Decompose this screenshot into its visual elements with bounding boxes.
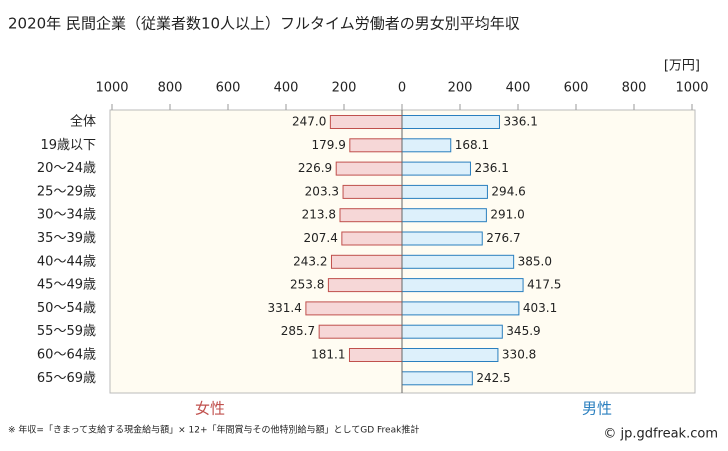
legend-label: 男性 [582,400,612,418]
y-tick-label: 40～44歳 [37,254,96,269]
x-tick-label: 800 [622,81,647,96]
y-tick-label: 35～39歳 [37,231,96,246]
bar [401,208,487,223]
value-label: 207.4 [303,231,337,245]
bar [341,231,403,246]
y-tick-label: 55～59歳 [37,324,96,339]
legend-label: 女性 [195,400,225,418]
unit-label: [万円] [664,59,700,74]
value-label: 336.1 [503,115,537,129]
bar [401,348,499,362]
value-label: 285.7 [281,324,315,338]
value-label: 291.0 [490,208,524,222]
x-tick-label: 400 [274,81,299,96]
bar [401,301,520,316]
bar [401,371,473,386]
bar [401,231,483,246]
x-tick-label: 1000 [95,81,128,96]
y-tick-label: 19歳以下 [40,138,96,153]
y-tick-label: 25～29歳 [37,184,96,199]
value-label: 294.6 [491,184,525,198]
bar [401,138,452,153]
y-tick-label: 30～34歳 [37,208,96,223]
value-label: 276.7 [486,231,520,245]
y-tick-label: 45～49歳 [37,278,96,293]
value-label: 203.3 [305,184,339,198]
bar [305,301,403,316]
x-tick-label: 800 [158,81,183,96]
bar [401,184,488,199]
y-tick-label: 65～69歳 [37,371,96,386]
x-tick-label: 1000 [675,81,708,96]
x-tick-label: 200 [448,81,473,96]
y-tick-label: 60～64歳 [37,348,96,363]
bar [327,278,403,293]
bar [401,324,503,339]
bar [339,208,403,223]
y-tick-label: 50～54歳 [37,301,96,316]
bar [335,161,403,176]
value-label: 345.9 [506,324,540,338]
bar [401,254,515,269]
x-tick-label: 0 [398,81,406,96]
chart-title: 2020年 民間企業（従業者数10人以上）フルタイム労働者の男女別平均年収 [8,15,520,33]
value-label: 385.0 [518,254,552,268]
value-label: 247.0 [292,115,326,129]
value-label: 331.4 [268,301,302,315]
footnote: ※ 年収=「きまって支給する現金給与額」× 12+「年間賞与その他特別給与額」と… [8,424,419,436]
credit: © jp.gdfreak.com [603,427,718,442]
x-tick-label: 200 [332,81,357,96]
value-label: 403.1 [523,301,557,315]
value-label: 236.1 [474,161,508,175]
x-tick-label: 400 [506,81,531,96]
value-label: 417.5 [527,278,561,292]
x-tick-label: 600 [564,81,589,96]
bar [348,348,403,362]
x-tick-label: 600 [216,81,241,96]
bar [330,254,403,269]
bar [401,161,471,176]
value-label: 242.5 [476,371,510,385]
bar [349,138,403,153]
value-label: 181.1 [311,348,345,362]
y-tick-label: 全体 [70,114,96,130]
bar [401,278,524,293]
value-label: 226.9 [298,161,332,175]
value-label: 253.8 [290,278,324,292]
value-label: 243.2 [293,254,327,268]
bar [329,115,403,129]
value-label: 213.8 [302,208,336,222]
bar [318,324,403,339]
bar [401,115,500,129]
y-tick-label: 20～24歳 [37,161,96,176]
value-label: 330.8 [502,348,536,362]
value-label: 168.1 [455,138,489,152]
value-label: 179.9 [311,138,345,152]
bar [342,184,403,199]
